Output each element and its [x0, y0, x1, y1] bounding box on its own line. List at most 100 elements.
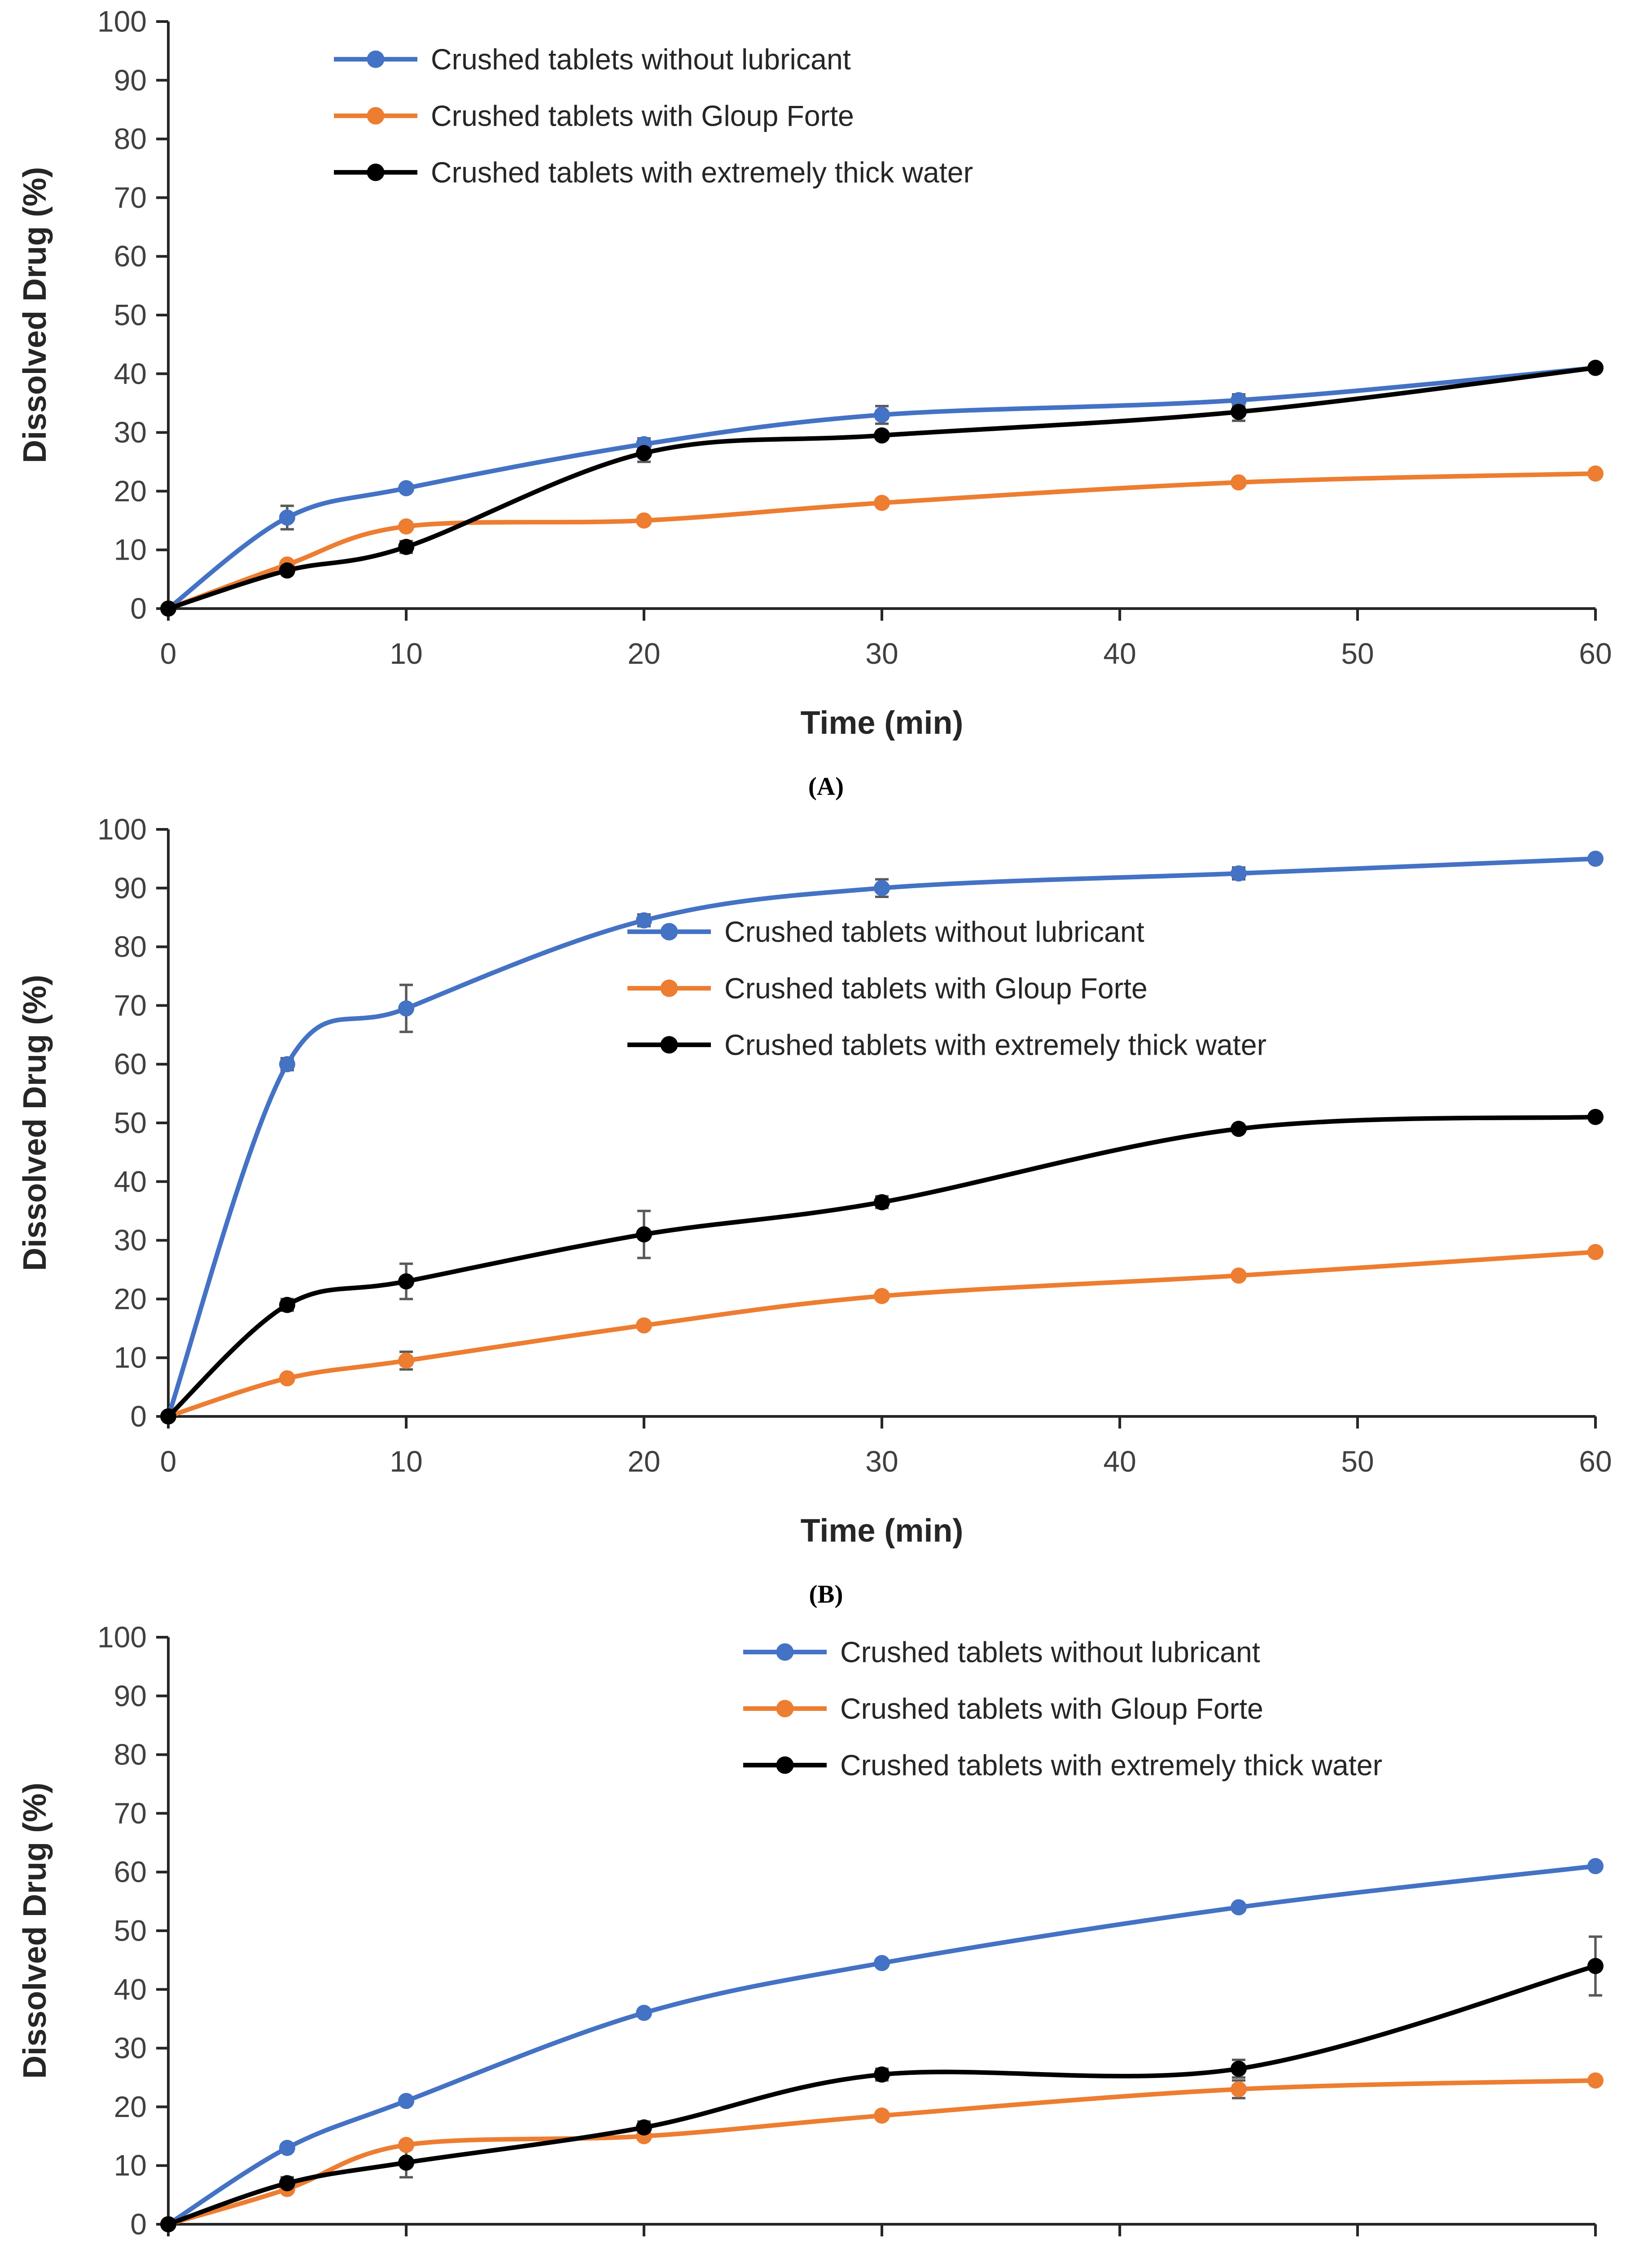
- x-tick-label: 10: [390, 637, 422, 670]
- data-point-without-lubricant: [279, 1056, 295, 1073]
- data-point-extremely-thick-water: [874, 1194, 890, 1210]
- dissolution-chart-a: 0 10 20 30 40 50 60 70 80 90 100 0 10 20 30 40 50 60 Time …: [17, 5, 1612, 741]
- y-tick-label: 90: [114, 871, 147, 904]
- y-tick-label: 50: [114, 1106, 147, 1140]
- legend-label: Crushed tablets without lubricant: [724, 916, 1144, 948]
- x-tick-label: 40: [1103, 637, 1136, 670]
- series-without-lubricant: [160, 1858, 1604, 2232]
- data-point-extremely-thick-water: [398, 2154, 415, 2171]
- y-tick-label: 20: [114, 1282, 147, 1315]
- x-tick-label: 30: [865, 1445, 898, 1478]
- y-tick-label: 100: [97, 1621, 147, 1654]
- legend-label: Crushed tablets with extremely thick wat…: [431, 157, 973, 189]
- y-tick-label: 10: [114, 2149, 147, 2182]
- data-point-without-lubricant: [1231, 1899, 1247, 1915]
- data-point-extremely-thick-water: [398, 1273, 415, 1290]
- data-point-gloup-forte: [635, 1317, 652, 1334]
- data-point-extremely-thick-water: [1587, 1958, 1604, 1974]
- legend-marker-icon: [776, 1756, 794, 1774]
- series-gloup-forte: [160, 2072, 1604, 2232]
- data-point-extremely-thick-water: [279, 562, 295, 579]
- series-line-without-lubricant: [166, 1863, 1598, 2227]
- data-point-gloup-forte: [874, 495, 890, 511]
- legend-marker-icon: [367, 163, 385, 181]
- y-tick-label: 40: [114, 1165, 147, 1198]
- data-point-extremely-thick-water: [160, 600, 176, 617]
- legend-item-gloup-forte: Crushed tablets with Gloup Forte: [627, 973, 1148, 1005]
- y-tick-label: 70: [114, 1797, 147, 1830]
- data-point-gloup-forte: [398, 2137, 415, 2153]
- x-tick-label: 50: [1341, 1445, 1374, 1478]
- data-point-without-lubricant: [279, 2139, 295, 2156]
- legend-marker-icon: [660, 979, 678, 997]
- axes: 0 10 20 30 40 50 60 70 80 90 100 0 10 20 30 40 50 60: [97, 813, 1612, 1478]
- data-point-gloup-forte: [398, 518, 415, 535]
- data-point-extremely-thick-water: [635, 445, 652, 461]
- legend-label: Crushed tablets without lubricant: [840, 1636, 1260, 1669]
- x-tick-label: 50: [1341, 637, 1374, 670]
- y-tick-label: 100: [97, 813, 147, 846]
- series-extremely-thick-water: [160, 1958, 1604, 2232]
- y-tick-label: 90: [114, 1679, 147, 1712]
- data-point-without-lubricant: [279, 509, 295, 526]
- data-point-without-lubricant: [398, 480, 415, 496]
- data-point-gloup-forte: [1231, 2081, 1247, 2098]
- series-line-without-lubricant: [166, 856, 1598, 1419]
- series-line-extremely-thick-water: [166, 365, 1598, 611]
- legend-marker-icon: [660, 1036, 678, 1054]
- legend-item-without-lubricant: Crushed tablets without lubricant: [334, 44, 851, 76]
- y-tick-label: 0: [130, 2208, 147, 2241]
- series-line-extremely-thick-water: [166, 1964, 1598, 2227]
- x-axis-title: Time (min): [801, 1513, 964, 1549]
- data-point-extremely-thick-water: [398, 539, 415, 555]
- error-bars: [280, 393, 1245, 554]
- data-point-extremely-thick-water: [160, 1408, 176, 1424]
- data-point-gloup-forte: [635, 512, 652, 529]
- y-tick-label: 60: [114, 240, 147, 273]
- x-tick-label: 30: [865, 637, 898, 670]
- series-line-gloup-forte: [166, 471, 1598, 611]
- data-point-gloup-forte: [1587, 465, 1604, 482]
- data-point-gloup-forte: [279, 1370, 295, 1387]
- dissolution-chart-b: 0 10 20 30 40 50 60 70 80 90 100 0 10 20 30 40 50 60 Time …: [17, 813, 1612, 1549]
- data-point-extremely-thick-water: [160, 2216, 176, 2232]
- y-tick-label: 90: [114, 63, 147, 96]
- data-point-gloup-forte: [1587, 2072, 1604, 2089]
- series-line-gloup-forte: [166, 1249, 1598, 1419]
- dissolution-chart-c: 01020304050607080901000102030405060Time …: [17, 1621, 1604, 2241]
- y-tick-label: 40: [114, 357, 147, 390]
- y-tick-label: 40: [114, 1972, 147, 2006]
- y-tick-label: 30: [114, 2031, 147, 2064]
- data-point-gloup-forte: [1587, 1244, 1604, 1260]
- y-axis-title: Dissolved Drug (%): [17, 975, 53, 1271]
- y-tick-label: 30: [114, 416, 147, 449]
- series-gloup-forte: [160, 465, 1604, 617]
- y-tick-label: 80: [114, 1738, 147, 1771]
- series-extremely-thick-water: [160, 359, 1604, 617]
- legend-label: Crushed tablets without lubricant: [431, 44, 851, 76]
- x-tick-label: 60: [1579, 1445, 1612, 1478]
- x-tick-label: 0: [160, 1445, 177, 1478]
- chart-panel-a: 0 10 20 30 40 50 60 70 80 90 100 0 10 20 30 40 50 60 Time …: [0, 0, 1652, 808]
- data-point-without-lubricant: [874, 880, 890, 896]
- legend-item-extremely-thick-water: Crushed tablets with extremely thick wat…: [743, 1749, 1382, 1782]
- legend: Crushed tablets without lubricant Crushed…: [743, 1636, 1382, 1782]
- data-point-gloup-forte: [1231, 1267, 1247, 1284]
- legend-label: Crushed tablets with extremely thick wat…: [724, 1029, 1266, 1061]
- y-tick-label: 60: [114, 1047, 147, 1081]
- y-axis-title: Dissolved Drug (%): [17, 1783, 53, 2079]
- data-point-extremely-thick-water: [1231, 1121, 1247, 1137]
- data-point-extremely-thick-water: [635, 1226, 652, 1243]
- legend-label: Crushed tablets with Gloup Forte: [840, 1693, 1263, 1725]
- legend: Crushed tablets without lubricant Crushed…: [627, 916, 1266, 1061]
- data-point-without-lubricant: [635, 912, 652, 929]
- series-without-lubricant: [160, 359, 1604, 617]
- chart-b-caption: (B): [809, 1580, 843, 1608]
- y-tick-label: 20: [114, 474, 147, 508]
- data-point-without-lubricant: [1231, 392, 1247, 408]
- data-point-gloup-forte: [874, 1288, 890, 1304]
- x-axis-title: Time (min): [801, 705, 964, 741]
- axes: 0 10 20 30 40 50 60 70 80 90 100 0 10 20 30 40 50 60: [97, 5, 1612, 671]
- y-tick-label: 50: [114, 1914, 147, 1947]
